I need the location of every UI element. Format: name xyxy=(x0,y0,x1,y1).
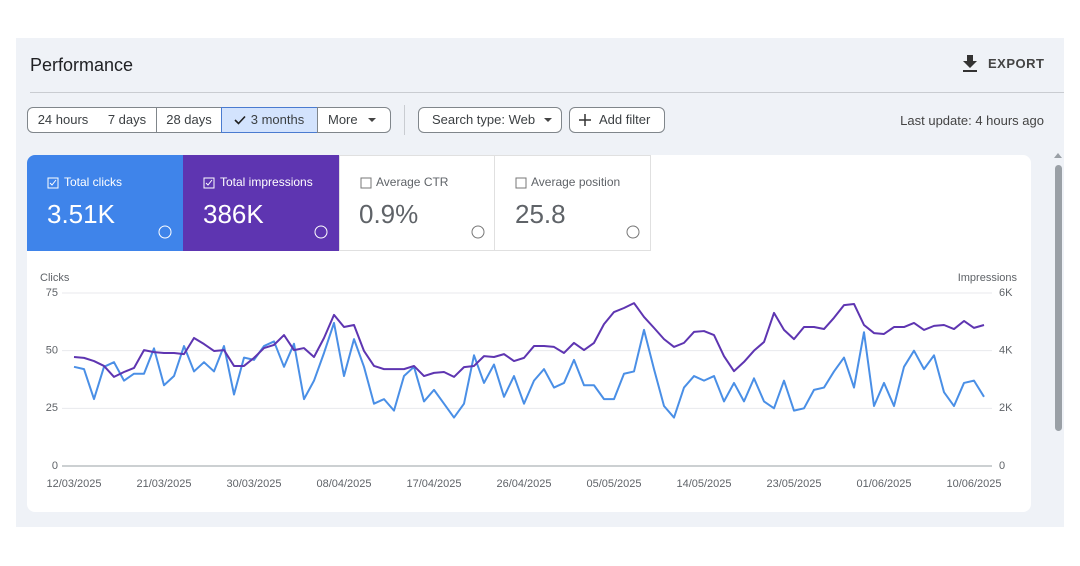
metric-label: Average CTR xyxy=(376,175,449,189)
x-tick-label: 12/03/2025 xyxy=(46,478,101,490)
x-tick-label: 10/06/2025 xyxy=(946,478,1001,490)
card-icons xyxy=(360,177,485,239)
last-update: Last update: 4 hours ago xyxy=(900,113,1044,128)
download-icon xyxy=(963,55,977,72)
search-type-button[interactable]: Search type: Web xyxy=(418,107,562,133)
y2-axis-label: Impressions xyxy=(958,272,1018,284)
more-button[interactable]: More xyxy=(317,107,391,133)
metric-card[interactable]: Average CTR 0.9% xyxy=(339,155,495,251)
x-tick-label: 21/03/2025 xyxy=(136,478,191,490)
card-icons xyxy=(203,177,328,239)
line-series xyxy=(73,321,985,419)
y-tick-label: 50 xyxy=(46,345,58,357)
metric-label: Total impressions xyxy=(220,175,313,189)
y2-tick-label: 4K xyxy=(999,345,1013,357)
y2-tick-label: 2K xyxy=(999,402,1013,414)
x-tick-label: 14/05/2025 xyxy=(676,478,731,490)
range-button-selected[interactable]: 3 months xyxy=(221,107,318,133)
plus-icon xyxy=(579,114,591,126)
y-tick-label: 25 xyxy=(46,402,58,414)
card-icons xyxy=(515,177,640,239)
metric-value: 386K xyxy=(203,199,264,229)
metric-label: Average position xyxy=(531,175,621,189)
page-title: Performance xyxy=(30,55,134,75)
y-axis-label: Clicks xyxy=(40,272,70,284)
scroll-up[interactable] xyxy=(1053,151,1063,159)
add-filter-button[interactable]: Add filter xyxy=(569,107,665,133)
metric-value: 3.51K xyxy=(47,199,115,229)
x-tick-label: 30/03/2025 xyxy=(226,478,281,490)
export-label: EXPORT xyxy=(988,55,1045,71)
caret xyxy=(368,118,376,122)
range-button[interactable]: 28 days xyxy=(156,107,222,133)
card-icons xyxy=(47,177,172,239)
y-tick-label: 0 xyxy=(52,460,58,472)
line-series xyxy=(73,302,985,378)
x-tick-label: 17/04/2025 xyxy=(406,478,461,490)
check-icon xyxy=(234,115,246,125)
y-tick-label: 75 xyxy=(46,287,58,299)
x-tick-label: 26/04/2025 xyxy=(496,478,551,490)
metric-value: 0.9% xyxy=(359,199,419,229)
x-tick-label: 01/06/2025 xyxy=(856,478,911,490)
x-tick-label: 08/04/2025 xyxy=(316,478,371,490)
separator xyxy=(404,105,405,135)
more-label: More xyxy=(328,112,358,127)
search-type-label: Search type: Web xyxy=(432,112,536,127)
metric-card[interactable]: Total clicks 3.51K xyxy=(27,155,183,251)
add-filter-label: Add filter xyxy=(599,112,651,127)
range-label: 3 months xyxy=(250,112,305,127)
x-tick-label: 23/05/2025 xyxy=(766,478,821,490)
metric-card[interactable]: Average position 25.8 xyxy=(495,155,651,251)
metric-card[interactable]: Total impressions 386K xyxy=(183,155,339,251)
y2-tick-label: 6K xyxy=(999,287,1013,299)
divider xyxy=(30,92,1064,93)
metric-value: 25.8 xyxy=(515,199,566,229)
caret xyxy=(544,118,552,122)
export-button[interactable]: EXPORT xyxy=(962,54,1044,72)
x-tick-label: 05/05/2025 xyxy=(586,478,641,490)
range-button[interactable]: 24 hours xyxy=(27,107,99,133)
y2-tick-label: 0 xyxy=(999,460,1005,472)
scrollbar[interactable] xyxy=(1055,165,1062,431)
metric-label: Total clicks xyxy=(64,175,123,189)
